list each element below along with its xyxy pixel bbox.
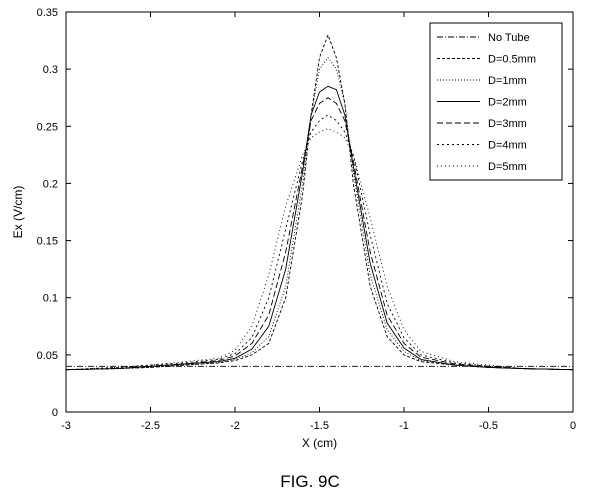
y-tick-label: 0.3 — [43, 64, 58, 76]
x-tick-label: -3 — [61, 420, 71, 432]
x-tick-label: -2 — [230, 420, 240, 432]
series-line-2 — [65, 33, 574, 371]
x-tick-label: -2.5 — [141, 420, 160, 432]
figure-caption: FIG. 9C — [280, 472, 340, 491]
legend-label: No Tube — [488, 32, 530, 44]
legend-label: D=0.5mm — [488, 54, 536, 66]
y-tick-label: 0.2 — [43, 178, 58, 190]
x-tick-label: 0 — [570, 420, 576, 432]
x-tick-label: -1 — [399, 420, 409, 432]
series-line-5 — [65, 97, 574, 371]
y-tick-label: 0.1 — [43, 293, 58, 305]
y-axis-label: Ex (V/cm) — [11, 186, 25, 239]
x-axis-label: X (cm) — [302, 436, 337, 450]
x-tick-label: -0.5 — [479, 420, 498, 432]
y-tick-label: 0.25 — [37, 121, 58, 133]
legend: No Tube D=0.5mm D=1mm D=2mm D=3mm D=4mm D=5mm — [429, 22, 563, 181]
series-layer — [65, 33, 574, 371]
y-tick-label: 0.15 — [37, 236, 58, 248]
series-line-6 — [65, 114, 574, 371]
x-axis: -3 -2.5 -2 -1.5 -1 -0.5 0 — [61, 12, 576, 432]
legend-label: D=2mm — [488, 97, 527, 109]
legend-label: D=4mm — [488, 140, 527, 152]
legend-label: D=3mm — [488, 118, 527, 130]
series-line-7 — [65, 128, 574, 371]
legend-label: D=5mm — [488, 161, 527, 173]
series-line-4 — [65, 85, 574, 371]
legend-label: D=1mm — [488, 75, 527, 87]
y-tick-label: 0 — [52, 407, 58, 419]
x-tick-label: -1.5 — [310, 420, 329, 432]
y-axis: 0 0.05 0.1 0.15 0.2 0.25 0.3 0.35 — [37, 7, 573, 419]
y-tick-label: 0.35 — [37, 7, 58, 19]
y-tick-label: 0.05 — [37, 350, 58, 362]
